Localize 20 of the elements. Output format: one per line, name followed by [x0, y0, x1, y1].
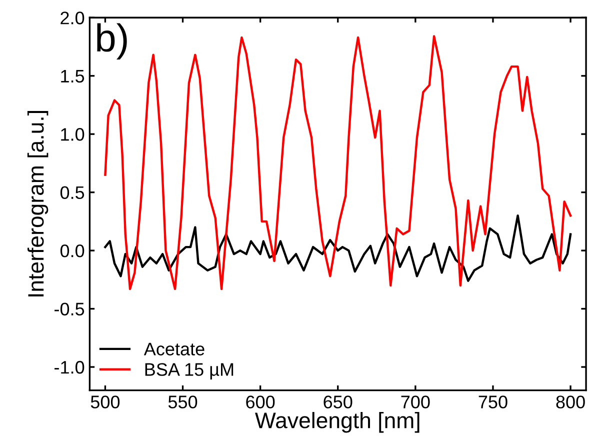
- y-tick-label: 0.5: [60, 186, 84, 200]
- y-tick-label: 1.0: [61, 128, 84, 141]
- x-tick-label: 500: [90, 396, 120, 408]
- x-tick-label: 650: [324, 396, 352, 408]
- annotation: b): [97, 23, 127, 60]
- legend-label: BSA 15 µM: [145, 363, 234, 380]
- x-tick-label: 600: [246, 396, 275, 408]
- x-tick-label: 550: [168, 396, 198, 408]
- y-tick-label: 0.0: [60, 244, 84, 258]
- y-tick-label: 1.5: [61, 70, 84, 83]
- y-axis-title: Interferogram [a.u.]: [27, 111, 48, 296]
- x-tick-label: 800: [556, 396, 585, 408]
- y-tick-label: -1.0: [54, 360, 84, 374]
- y-tick-label: 2.0: [60, 12, 84, 24]
- y-tick-label: -0.5: [54, 302, 84, 316]
- line-series: [104, 214, 572, 282]
- legend-label: Acetate: [144, 342, 204, 356]
- x-tick-label: 700: [401, 396, 430, 408]
- x-axis-title: Wavelength [nm]: [255, 412, 420, 433]
- x-tick-label: 750: [478, 396, 508, 408]
